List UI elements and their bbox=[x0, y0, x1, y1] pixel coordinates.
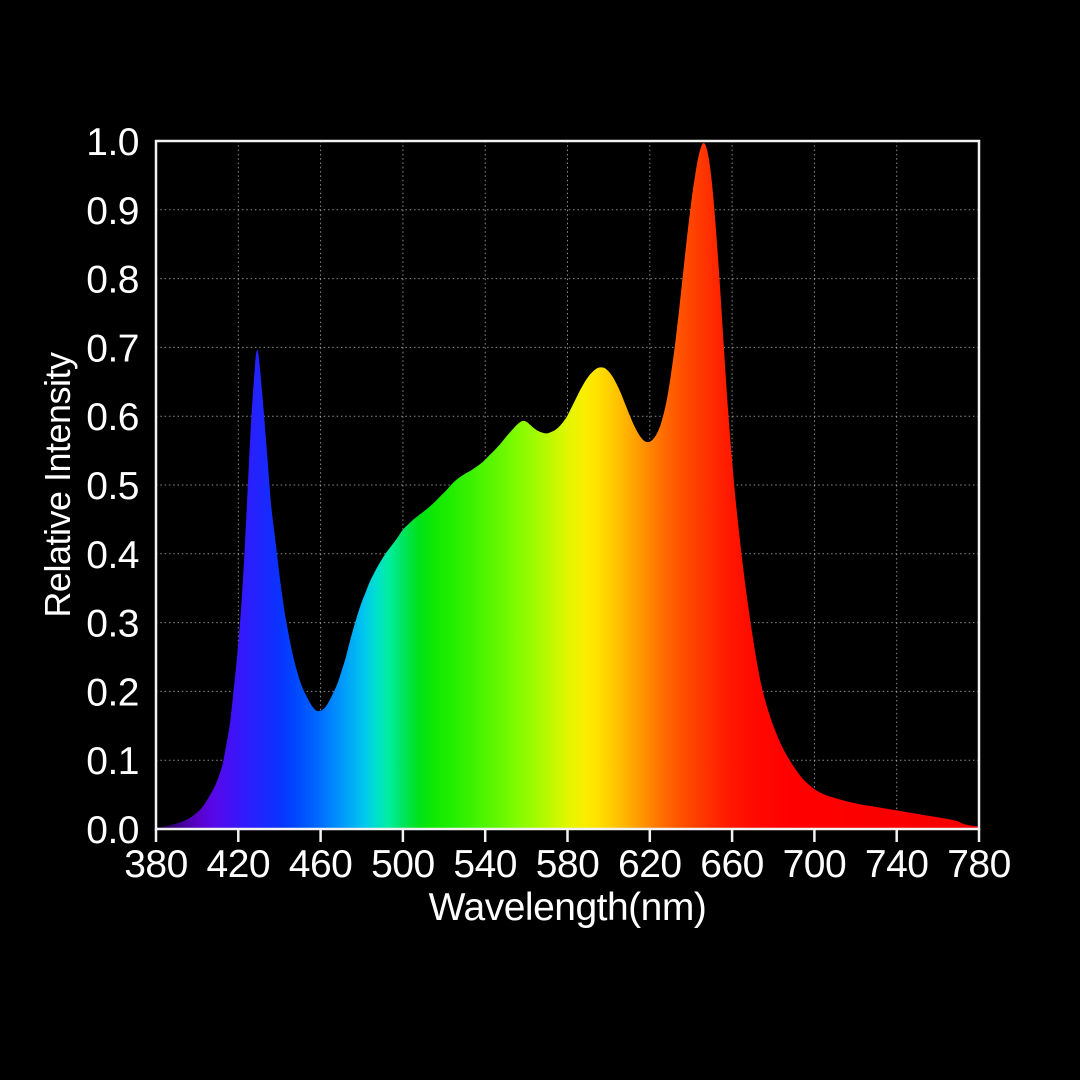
y-tick-label: 0.3 bbox=[86, 603, 139, 646]
x-tick-label: 540 bbox=[453, 843, 517, 886]
y-tick-label: 0.0 bbox=[86, 809, 139, 852]
x-tick-label: 660 bbox=[700, 843, 764, 886]
y-tick-label: 0.5 bbox=[86, 465, 139, 508]
y-tick-label: 0.4 bbox=[86, 534, 139, 577]
x-tick-label: 620 bbox=[618, 843, 682, 886]
x-tick-label: 700 bbox=[783, 843, 847, 886]
y-tick-label: 0.7 bbox=[86, 327, 139, 370]
x-tick-label: 500 bbox=[371, 843, 435, 886]
x-tick-label: 580 bbox=[536, 843, 600, 886]
x-tick-label: 460 bbox=[289, 843, 353, 886]
y-axis-title: Relative Intensity bbox=[37, 352, 78, 618]
y-tick-label: 0.2 bbox=[86, 671, 139, 714]
y-tick-label: 0.9 bbox=[86, 190, 139, 233]
x-tick-label: 380 bbox=[124, 843, 188, 886]
spectrum-area-series bbox=[156, 143, 979, 829]
y-tick-label: 1.0 bbox=[86, 121, 139, 164]
y-tick-label: 0.1 bbox=[86, 740, 139, 783]
x-tick-label: 740 bbox=[865, 843, 929, 886]
x-axis-title: Wavelength(nm) bbox=[428, 886, 707, 929]
y-tick-label: 0.8 bbox=[86, 259, 139, 302]
x-tick-label: 780 bbox=[947, 843, 1011, 886]
y-tick-label: 0.6 bbox=[86, 396, 139, 439]
x-tick-label: 420 bbox=[207, 843, 271, 886]
